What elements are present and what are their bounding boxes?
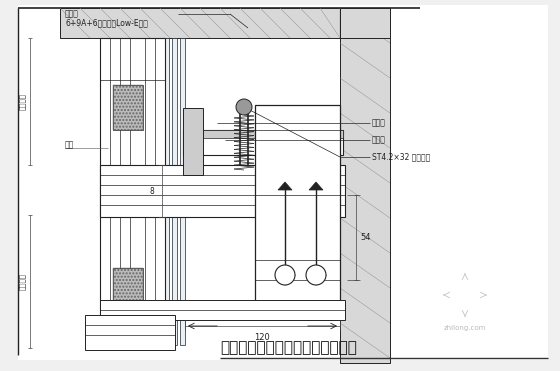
Bar (180, 215, 185, 345)
Text: 120: 120 (254, 333, 270, 342)
Bar (183, 130, 343, 138)
Bar (113, 268, 143, 303)
Bar (100, 38, 165, 348)
Bar (172, 215, 177, 345)
Text: 密封胶: 密封胶 (372, 118, 386, 128)
Circle shape (275, 265, 295, 285)
Bar (183, 130, 343, 155)
Bar (100, 165, 345, 217)
Text: 8: 8 (150, 187, 155, 196)
Bar (164, 215, 169, 345)
Bar (85, 315, 175, 350)
Circle shape (306, 265, 326, 285)
Text: 分格尺寸: 分格尺寸 (18, 273, 25, 289)
Bar (340, 8, 390, 38)
Text: 分格尺寸: 分格尺寸 (18, 92, 25, 109)
Bar (113, 85, 143, 130)
Bar (340, 8, 390, 363)
Polygon shape (309, 182, 323, 190)
Bar (180, 38, 185, 186)
Text: 玻璃料: 玻璃料 (65, 10, 79, 19)
Bar (164, 38, 169, 186)
Polygon shape (278, 182, 292, 190)
Polygon shape (183, 108, 203, 175)
Text: ST4.2×32 自钻螺钉: ST4.2×32 自钻螺钉 (372, 152, 430, 161)
Circle shape (236, 99, 252, 115)
Bar (172, 38, 177, 186)
Text: 6+9A+6钢化中空Low-E玻璃: 6+9A+6钢化中空Low-E玻璃 (65, 19, 148, 27)
Text: zhilong.com: zhilong.com (444, 325, 486, 331)
Bar (255, 105, 340, 315)
Text: 泡沫棒: 泡沫棒 (372, 135, 386, 144)
Bar (100, 300, 345, 320)
Text: 间距: 间距 (65, 141, 74, 150)
Bar (113, 85, 143, 130)
Text: 某明框玻璃幕墙（八）纵剖节点图: 某明框玻璃幕墙（八）纵剖节点图 (220, 341, 357, 355)
Text: 54: 54 (360, 233, 371, 242)
Bar (113, 268, 143, 303)
Bar (60, 8, 340, 38)
